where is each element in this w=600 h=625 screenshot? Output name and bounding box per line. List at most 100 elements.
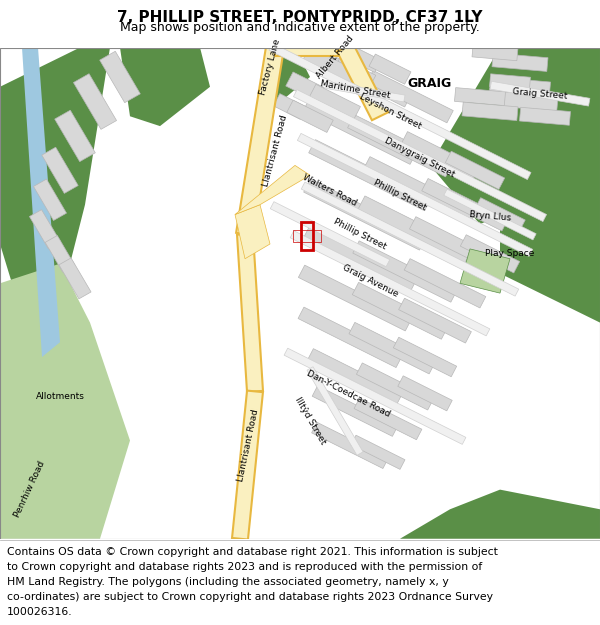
Polygon shape	[298, 133, 533, 256]
Polygon shape	[29, 209, 61, 249]
Polygon shape	[304, 226, 416, 292]
Polygon shape	[520, 107, 571, 125]
Text: Allotments: Allotments	[35, 392, 85, 401]
Polygon shape	[351, 435, 405, 469]
Text: Play Space: Play Space	[485, 249, 535, 258]
Polygon shape	[460, 235, 520, 273]
Polygon shape	[235, 166, 310, 214]
Polygon shape	[301, 47, 359, 88]
Text: Albert Road: Albert Road	[314, 34, 355, 81]
Polygon shape	[334, 58, 376, 87]
Polygon shape	[310, 84, 361, 119]
Polygon shape	[269, 43, 531, 179]
Polygon shape	[286, 72, 324, 102]
Polygon shape	[235, 205, 270, 259]
Polygon shape	[237, 234, 263, 392]
Polygon shape	[303, 98, 417, 164]
Text: 100026316.: 100026316.	[7, 607, 73, 617]
Polygon shape	[287, 100, 333, 132]
Polygon shape	[520, 48, 600, 77]
Polygon shape	[444, 189, 536, 240]
Text: Walters Road: Walters Road	[301, 173, 359, 208]
Polygon shape	[55, 110, 95, 162]
Polygon shape	[400, 489, 600, 539]
Polygon shape	[490, 81, 590, 106]
Polygon shape	[298, 265, 412, 331]
Text: Graig Avenue: Graig Avenue	[341, 263, 400, 299]
Polygon shape	[422, 179, 508, 231]
Polygon shape	[445, 151, 505, 189]
Polygon shape	[307, 349, 403, 404]
Text: HM Land Registry. The polygons (including the associated geometry, namely x, y: HM Land Registry. The polygons (includin…	[7, 577, 449, 587]
Text: Maritime Street: Maritime Street	[319, 79, 391, 101]
Text: Phillip Street: Phillip Street	[332, 217, 388, 251]
Text: co-ordinates) are subject to Crown copyright and database rights 2023 Ordnance S: co-ordinates) are subject to Crown copyr…	[7, 592, 493, 602]
Text: Phillip Street: Phillip Street	[372, 177, 428, 212]
Text: GRAIG: GRAIG	[408, 78, 452, 91]
Text: to Crown copyright and database rights 2023 and is reproduced with the permissio: to Crown copyright and database rights 2…	[7, 562, 482, 572]
Polygon shape	[475, 198, 525, 231]
Polygon shape	[284, 348, 466, 444]
Polygon shape	[347, 114, 452, 177]
Polygon shape	[430, 48, 600, 322]
Polygon shape	[120, 48, 210, 126]
Polygon shape	[0, 48, 110, 342]
Polygon shape	[363, 157, 477, 223]
Polygon shape	[337, 44, 388, 120]
Polygon shape	[492, 53, 548, 71]
Polygon shape	[232, 391, 263, 539]
Polygon shape	[352, 282, 448, 339]
Text: Llantrisant Road: Llantrisant Road	[261, 114, 289, 188]
Polygon shape	[354, 398, 422, 440]
Text: Danygraig Street: Danygraig Street	[383, 136, 457, 179]
Polygon shape	[42, 148, 78, 193]
Polygon shape	[301, 182, 519, 296]
Polygon shape	[0, 264, 130, 539]
Polygon shape	[462, 102, 518, 121]
Polygon shape	[307, 367, 363, 455]
Polygon shape	[358, 196, 472, 262]
Polygon shape	[339, 42, 381, 72]
Polygon shape	[367, 71, 453, 123]
Text: Llantrisant Road: Llantrisant Road	[236, 408, 260, 482]
Polygon shape	[59, 258, 91, 299]
Polygon shape	[265, 48, 310, 106]
Polygon shape	[404, 259, 486, 308]
Polygon shape	[22, 48, 60, 357]
Text: Contains OS data © Crown copyright and database right 2021. This information is : Contains OS data © Crown copyright and d…	[7, 546, 498, 556]
Polygon shape	[325, 81, 405, 102]
Text: 7, PHILLIP STREET, PONTYPRIDD, CF37 1LY: 7, PHILLIP STREET, PONTYPRIDD, CF37 1LY	[117, 11, 483, 26]
Text: Illtŷd Street: Illtŷd Street	[293, 396, 327, 446]
Polygon shape	[394, 338, 457, 377]
Polygon shape	[45, 236, 75, 272]
Polygon shape	[275, 39, 350, 56]
Polygon shape	[398, 376, 452, 411]
Polygon shape	[308, 139, 431, 211]
Polygon shape	[73, 74, 116, 129]
Polygon shape	[34, 179, 67, 221]
Polygon shape	[312, 386, 398, 436]
Polygon shape	[401, 132, 479, 179]
Polygon shape	[502, 92, 558, 111]
Polygon shape	[490, 74, 530, 90]
Polygon shape	[304, 179, 427, 250]
Polygon shape	[100, 51, 140, 102]
Polygon shape	[298, 307, 402, 368]
Polygon shape	[236, 46, 284, 236]
Polygon shape	[311, 422, 388, 469]
Polygon shape	[293, 89, 547, 221]
Text: Factory Lane: Factory Lane	[258, 38, 282, 96]
Polygon shape	[356, 363, 434, 410]
Text: Penrhiw Road: Penrhiw Road	[13, 460, 47, 519]
Polygon shape	[274, 94, 307, 119]
Polygon shape	[270, 202, 390, 267]
Polygon shape	[353, 241, 457, 302]
Polygon shape	[409, 217, 500, 271]
Polygon shape	[398, 298, 472, 343]
Polygon shape	[329, 57, 411, 107]
Polygon shape	[460, 249, 510, 293]
Polygon shape	[290, 231, 490, 336]
Text: Graig Street: Graig Street	[512, 87, 568, 101]
Text: Bryn Llus: Bryn Llus	[469, 210, 511, 222]
Text: Dan-Y-Coedcae Road: Dan-Y-Coedcae Road	[305, 368, 391, 418]
